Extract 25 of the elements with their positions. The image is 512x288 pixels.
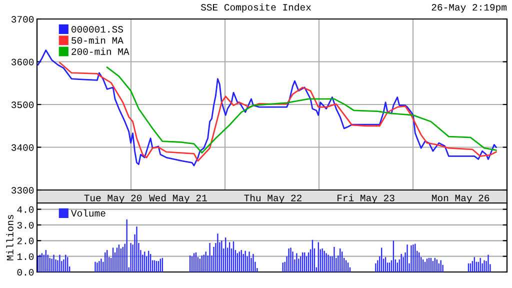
- legend-label: 200-min MA: [72, 48, 130, 55]
- x-tick-label: Mon May 26: [432, 194, 490, 204]
- y-tick-label: 2.0: [17, 238, 34, 244]
- text: 26-May 2:19pm: [432, 4, 506, 13]
- x-tick-label: Tue May 20: [84, 194, 142, 204]
- line-series: [37, 50, 497, 166]
- line-series: [106, 66, 497, 154]
- y-tick-label: 4.0: [17, 206, 34, 213]
- y-tick-label: 3600: [11, 58, 34, 66]
- legend-label: Volume: [70, 209, 106, 217]
- chart-title: SSE Composite Index: [200, 3, 311, 13]
- x-tick-label: Wed May 21: [149, 194, 207, 204]
- y-axis-title: Millions: [6, 214, 14, 260]
- y-tick-label: 3.0: [17, 222, 34, 229]
- y-tick-label: 3400: [11, 144, 34, 151]
- y-tick-label: 3300: [11, 187, 34, 194]
- y-tick-label: 0.0: [17, 269, 34, 276]
- y-tick-label: 3500: [11, 102, 34, 108]
- y-tick-label: 1.0: [17, 253, 34, 260]
- line-series: [59, 62, 497, 162]
- x-tick-label: Thu May 22: [244, 194, 302, 204]
- legend-label: 50-min MA: [72, 36, 124, 44]
- y-tick-label: 3700: [11, 16, 34, 23]
- legend-label: 000001.SS: [72, 26, 123, 33]
- x-tick-label: Fri May 23: [338, 194, 394, 204]
